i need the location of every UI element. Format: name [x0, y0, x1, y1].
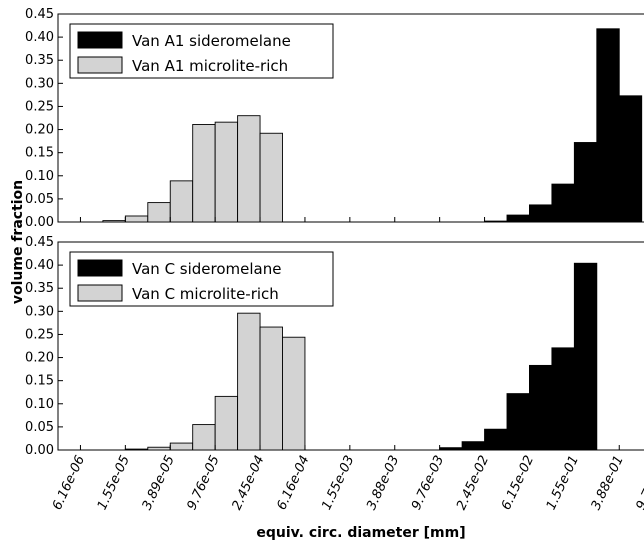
- x-tick-label: 6.15e-02: [499, 453, 537, 512]
- y-tick-label: 0.00: [25, 215, 54, 230]
- x-tick-label: 1.55e-03: [319, 453, 357, 512]
- microlite-bar: [169, 442, 194, 451]
- legend-label: Van A1 microlite-rich: [132, 57, 288, 75]
- y-tick-label: 0.15: [25, 146, 54, 161]
- y-tick-label: 0.35: [25, 53, 54, 68]
- x-tick-label: 1.55e-05: [95, 453, 133, 512]
- bottom-panel: 0.00 0.05 0.10 0.15 0.20 0.25 0.30 0.35 0.40 0.45…: [25, 235, 644, 458]
- legend-label: Van C microlite-rich: [132, 285, 279, 303]
- microlite-bar: [124, 215, 149, 223]
- microlite-bar: [147, 202, 171, 223]
- x-tick-label: 3.88e-01: [589, 453, 627, 512]
- sideromelane-bar: [573, 142, 598, 223]
- microlite-bar: [259, 326, 283, 451]
- y-tick-label: 0.45: [25, 235, 54, 250]
- x-tick-label: 6.16e-06: [50, 453, 88, 512]
- sideromelane-bar: [529, 204, 553, 223]
- x-tick-label: 2.45e-02: [454, 453, 492, 512]
- microlite-bar: [102, 220, 126, 223]
- microlite-bar: [192, 424, 216, 451]
- sideromelane-bar: [461, 441, 486, 451]
- x-tick-label: 9.76e-05: [185, 453, 223, 512]
- sideromelane-bar: [596, 28, 620, 223]
- microlite-bar: [259, 132, 283, 223]
- x-tick-label: 9.76e-03: [409, 453, 447, 512]
- y-tick-label: 0.10: [25, 397, 54, 412]
- y-tick-label: 0.05: [25, 192, 54, 207]
- x-tick-label: 3.88e-03: [364, 453, 402, 512]
- x-tick-label: 2.45e-04: [229, 453, 267, 512]
- x-tick-label: 9.75e-01: [634, 453, 644, 512]
- y-tick-label: 0.25: [25, 99, 54, 114]
- microlite-bar: [147, 446, 171, 451]
- y-tick-label: 0.00: [25, 443, 54, 458]
- y-tick-label: 0.25: [25, 327, 54, 342]
- y-tick-label: 0.35: [25, 281, 54, 296]
- legend-swatch: [77, 56, 123, 74]
- y-tick-label: 0.45: [25, 7, 54, 22]
- y-tick-label: 0.10: [25, 169, 54, 184]
- sideromelane-bar: [551, 347, 575, 451]
- x-tick-label: 3.89e-05: [140, 453, 178, 512]
- y-tick-label: 0.40: [25, 30, 54, 45]
- sideromelane-bar: [573, 262, 598, 451]
- top-panel: 0.00 0.05 0.10 0.15 0.20 0.25 0.30 0.35 0.40 0.45…: [25, 7, 644, 230]
- y-tick-label: 0.30: [25, 304, 54, 319]
- sideromelane-bar: [529, 364, 553, 451]
- microlite-bar: [237, 115, 261, 223]
- y-tick-label: 0.40: [25, 258, 54, 273]
- microlite-bar: [169, 180, 194, 223]
- sideromelane-bar: [618, 95, 643, 223]
- legend-swatch: [77, 259, 123, 277]
- sideromelane-bar: [551, 183, 575, 223]
- legend-label: Van C sideromelane: [132, 260, 282, 278]
- x-tick-label: 1.55e-01: [544, 453, 582, 512]
- y-tick-label: 0.30: [25, 76, 54, 91]
- y-tick-label: 0.05: [25, 420, 54, 435]
- microlite-bar: [214, 121, 239, 223]
- legend-swatch: [77, 284, 123, 302]
- sideromelane-bar: [506, 214, 530, 223]
- microlite-bar: [192, 124, 216, 223]
- sideromelane-bar: [484, 220, 508, 223]
- microlite-bar: [124, 448, 149, 451]
- sideromelane-bar: [439, 447, 463, 451]
- microlite-bar: [282, 336, 306, 451]
- microlite-bar: [237, 312, 261, 451]
- y-axis-label: volume fraction: [10, 180, 26, 304]
- y-tick-label: 0.15: [25, 374, 54, 389]
- sideromelane-bar: [506, 393, 530, 451]
- y-tick-label: 0.20: [25, 123, 54, 138]
- x-tick-label: 6.16e-04: [274, 453, 312, 512]
- x-axis-label: equiv. circ. diameter [mm]: [256, 525, 465, 541]
- y-tick-label: 0.20: [25, 351, 54, 366]
- sideromelane-bar: [484, 428, 508, 451]
- legend-swatch: [77, 31, 123, 49]
- microlite-bar: [214, 395, 239, 451]
- legend-label: Van A1 sideromelane: [132, 32, 291, 50]
